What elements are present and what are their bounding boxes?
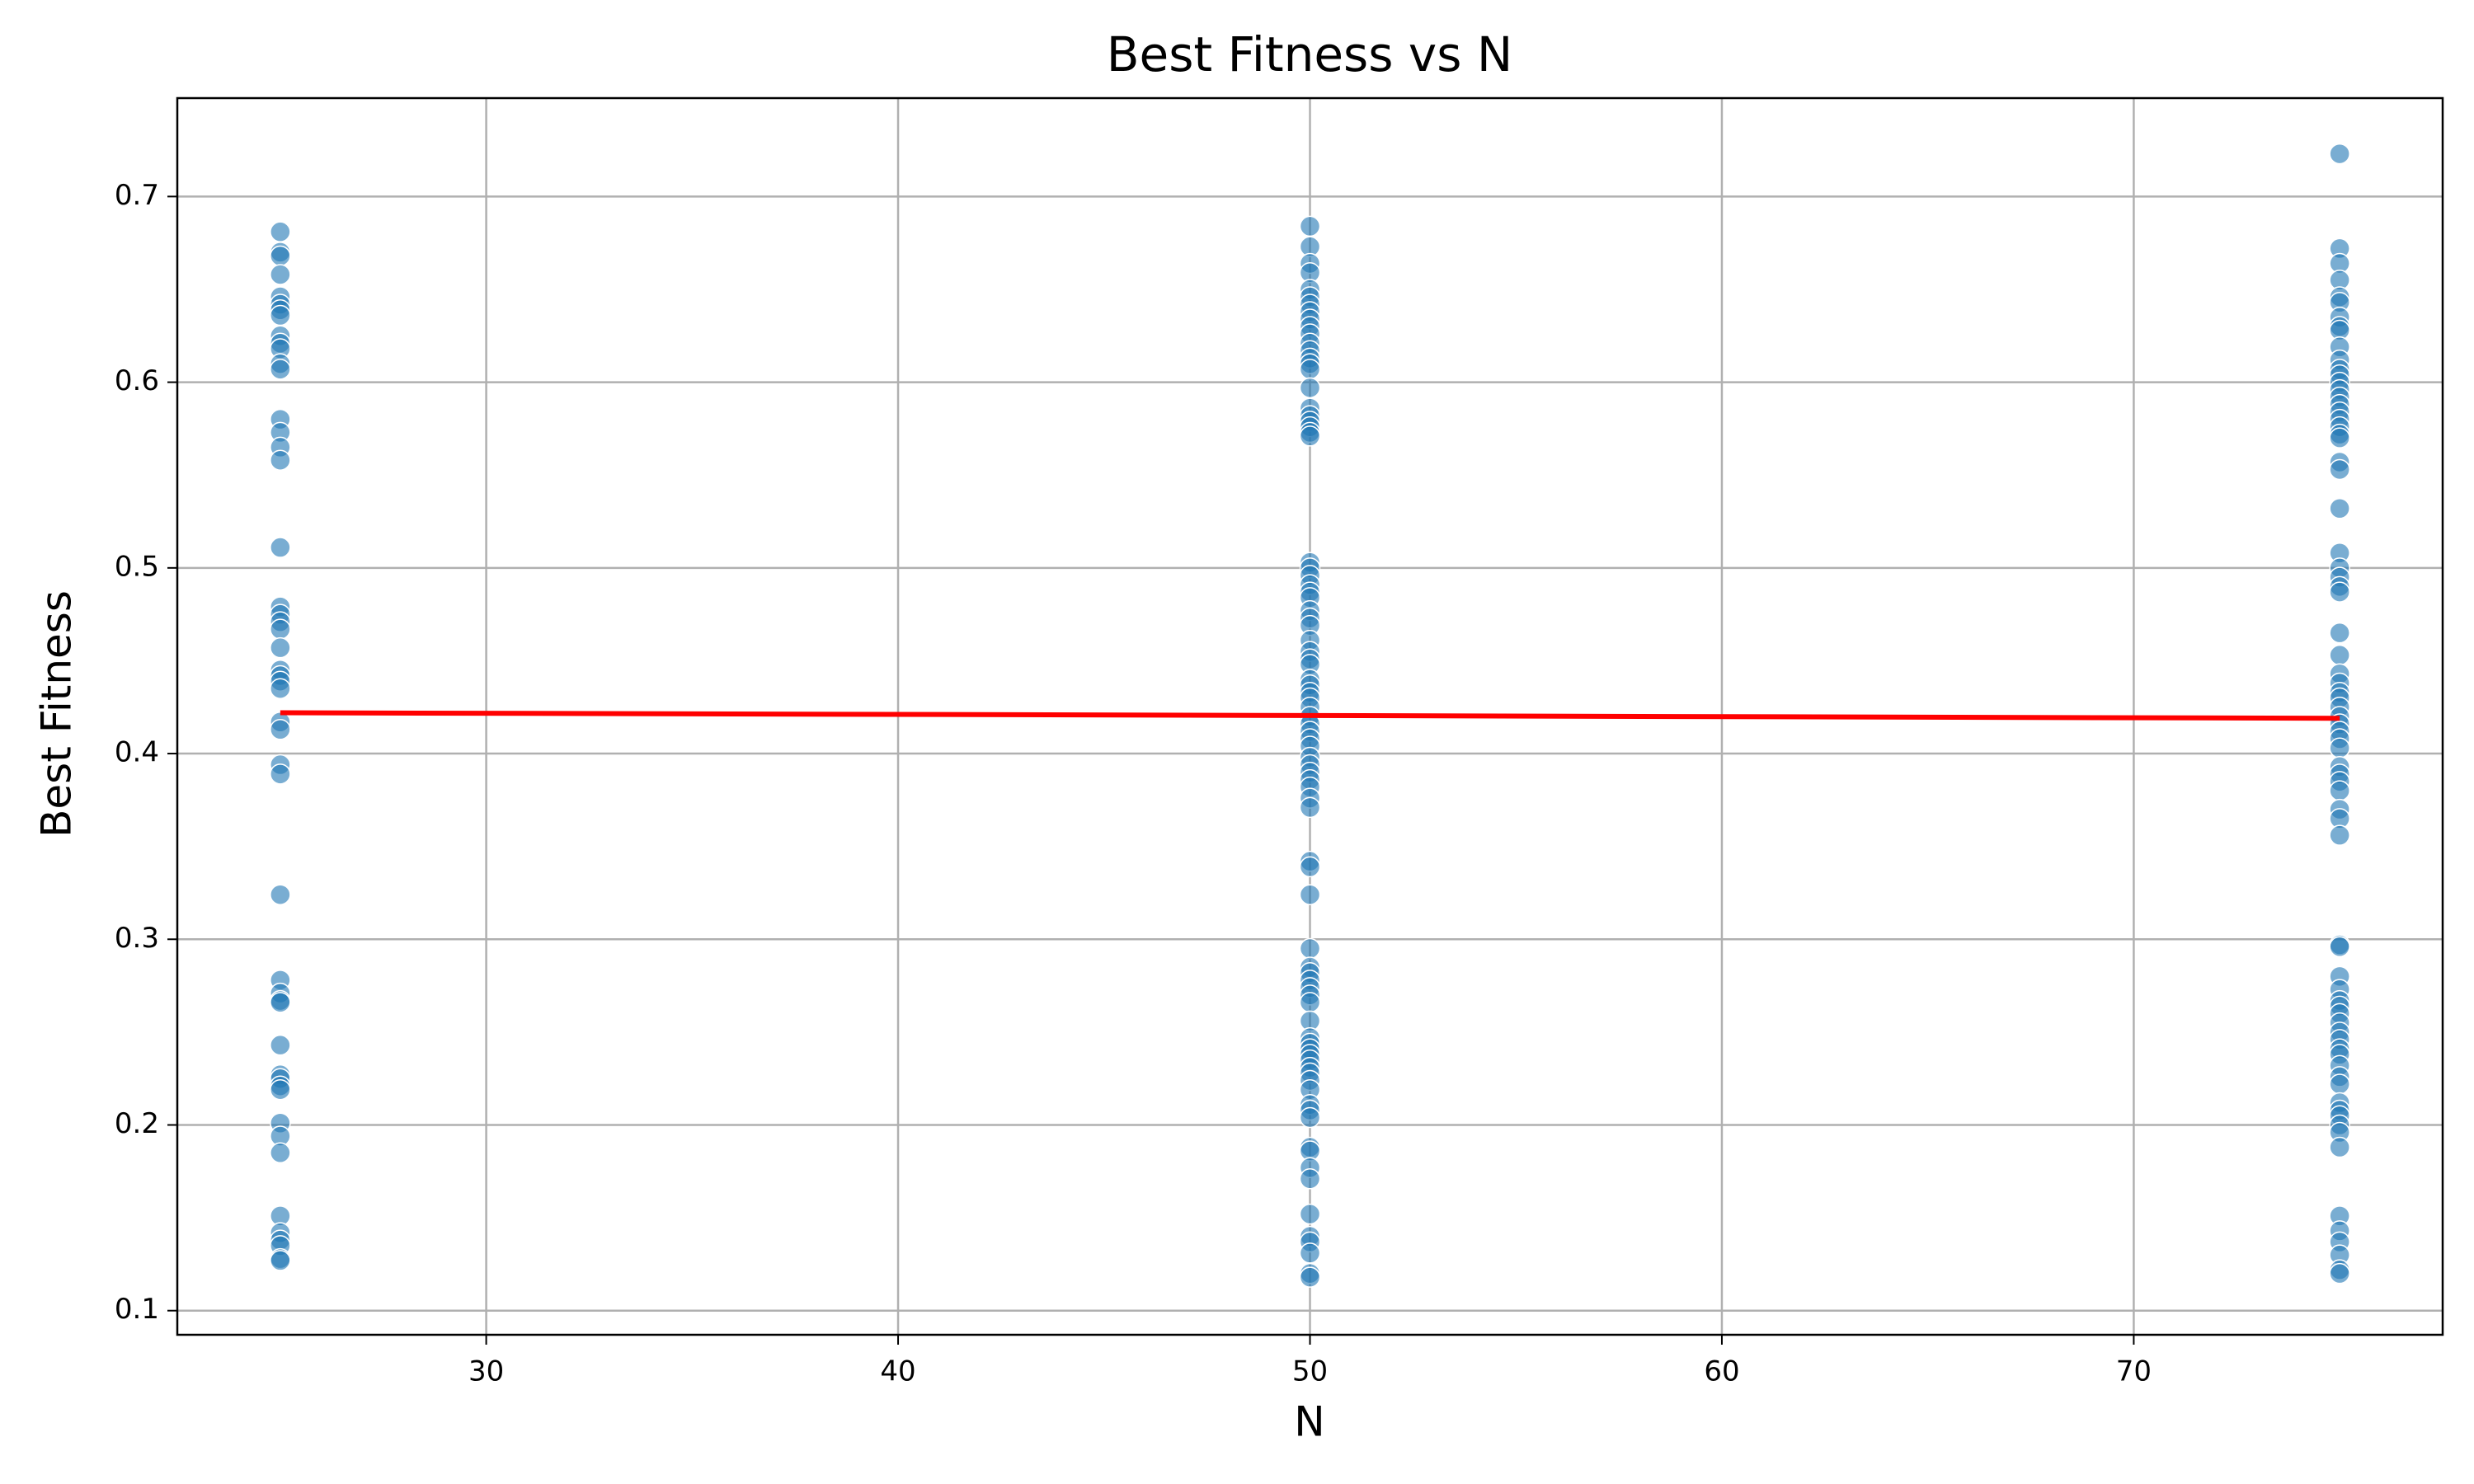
point	[1299, 425, 1321, 447]
point	[270, 992, 291, 1013]
point	[2329, 497, 2350, 519]
point	[1299, 1168, 1321, 1190]
y-tick-label: 0.7	[115, 179, 159, 212]
point	[270, 719, 291, 740]
point	[270, 763, 291, 785]
point	[1299, 796, 1321, 819]
point	[270, 449, 291, 471]
point	[1299, 1203, 1321, 1225]
point	[1299, 992, 1321, 1013]
plot-frame	[176, 96, 2444, 1336]
x-tick-label: 50	[1292, 1355, 1328, 1388]
y-tick-label: 0.6	[115, 364, 159, 397]
y-tick-label: 0.3	[115, 922, 159, 955]
x-tick-label: 70	[2116, 1355, 2152, 1388]
y-tick-label: 0.2	[115, 1107, 159, 1140]
point	[2329, 1136, 2350, 1158]
point	[1299, 359, 1321, 380]
x-tick-label: 40	[880, 1355, 915, 1388]
point	[1299, 884, 1321, 905]
point	[270, 359, 291, 380]
point	[270, 1142, 291, 1164]
y-tick-label: 0.4	[115, 736, 159, 769]
point	[270, 636, 291, 659]
x-axis-title: N	[1294, 1398, 1324, 1446]
point	[1299, 856, 1321, 878]
point	[2329, 1262, 2350, 1284]
point	[270, 264, 291, 285]
point	[1299, 1242, 1321, 1264]
point	[270, 1034, 291, 1056]
point	[2329, 824, 2350, 846]
chart-title: Best Fitness vs N	[1107, 26, 1513, 82]
point	[1299, 1266, 1321, 1288]
x-tick-label: 30	[468, 1355, 504, 1388]
point	[2329, 936, 2350, 958]
point	[270, 1078, 291, 1101]
point	[270, 221, 291, 242]
scatter-series	[1299, 215, 1321, 1288]
point	[270, 678, 291, 699]
point	[2329, 622, 2350, 644]
fit-line	[280, 710, 2340, 721]
point	[2329, 458, 2350, 481]
y-axis-title: Best Fitness	[33, 590, 81, 838]
point	[270, 884, 291, 905]
y-tick-label: 0.5	[115, 550, 159, 583]
point	[2329, 737, 2350, 759]
point	[270, 1250, 291, 1271]
point	[2329, 427, 2350, 448]
point	[1299, 1106, 1321, 1129]
point	[270, 537, 291, 558]
point	[2329, 780, 2350, 801]
point	[2329, 1073, 2350, 1095]
point	[270, 618, 291, 640]
point	[270, 304, 291, 326]
y-tick-label: 0.1	[115, 1293, 159, 1326]
point	[2329, 581, 2350, 603]
scatter-series	[270, 221, 291, 1271]
point	[1299, 377, 1321, 399]
point	[1299, 937, 1321, 960]
point	[2329, 644, 2350, 666]
point	[2329, 143, 2350, 165]
point	[270, 245, 291, 267]
point	[1299, 215, 1321, 237]
x-tick-label: 60	[1704, 1355, 1739, 1388]
scatter-series	[2329, 143, 2350, 1284]
